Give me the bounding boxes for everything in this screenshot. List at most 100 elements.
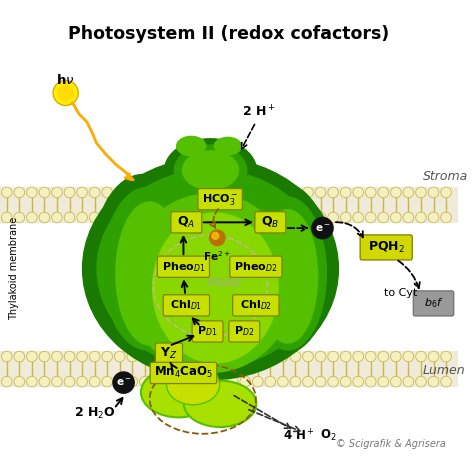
Circle shape bbox=[340, 187, 351, 198]
Circle shape bbox=[240, 351, 251, 362]
Circle shape bbox=[164, 376, 175, 387]
Text: P$_{D2}$: P$_{D2}$ bbox=[234, 325, 255, 338]
Text: to Cyt: to Cyt bbox=[384, 288, 418, 298]
Circle shape bbox=[253, 376, 263, 387]
Text: HCO$_3^-$: HCO$_3^-$ bbox=[202, 192, 238, 206]
Circle shape bbox=[416, 187, 426, 198]
Circle shape bbox=[353, 187, 364, 198]
Ellipse shape bbox=[174, 145, 246, 195]
Circle shape bbox=[139, 351, 150, 362]
FancyBboxPatch shape bbox=[413, 291, 454, 316]
Text: P680: P680 bbox=[206, 277, 242, 290]
Circle shape bbox=[340, 376, 351, 387]
Circle shape bbox=[164, 187, 175, 198]
Circle shape bbox=[27, 351, 37, 362]
Circle shape bbox=[378, 212, 389, 223]
Circle shape bbox=[328, 187, 338, 198]
Circle shape bbox=[1, 376, 12, 387]
Circle shape bbox=[365, 212, 376, 223]
FancyBboxPatch shape bbox=[230, 256, 282, 277]
FancyBboxPatch shape bbox=[229, 321, 260, 342]
Circle shape bbox=[114, 187, 125, 198]
Ellipse shape bbox=[103, 188, 190, 350]
Ellipse shape bbox=[177, 137, 206, 156]
Circle shape bbox=[215, 212, 226, 223]
Circle shape bbox=[340, 212, 351, 223]
Bar bbox=[0, 351, 458, 388]
Circle shape bbox=[278, 187, 288, 198]
Circle shape bbox=[278, 212, 288, 223]
Circle shape bbox=[428, 187, 439, 198]
Circle shape bbox=[265, 212, 276, 223]
Circle shape bbox=[27, 212, 37, 223]
Circle shape bbox=[77, 376, 87, 387]
Circle shape bbox=[315, 376, 326, 387]
Circle shape bbox=[177, 187, 188, 198]
Ellipse shape bbox=[214, 138, 241, 155]
Circle shape bbox=[89, 187, 100, 198]
Circle shape bbox=[290, 351, 301, 362]
Circle shape bbox=[14, 212, 25, 223]
Circle shape bbox=[164, 212, 175, 223]
Circle shape bbox=[202, 351, 213, 362]
Circle shape bbox=[303, 187, 313, 198]
FancyBboxPatch shape bbox=[192, 321, 223, 342]
Text: Mn$_4$CaO$_5$: Mn$_4$CaO$_5$ bbox=[154, 365, 213, 381]
Circle shape bbox=[1, 212, 12, 223]
Circle shape bbox=[265, 187, 276, 198]
Circle shape bbox=[202, 187, 213, 198]
Text: Chl$_{D2}$: Chl$_{D2}$ bbox=[240, 299, 272, 312]
Text: Pheo$_{D1}$: Pheo$_{D1}$ bbox=[162, 260, 205, 274]
FancyBboxPatch shape bbox=[150, 363, 217, 383]
Ellipse shape bbox=[182, 151, 238, 189]
Circle shape bbox=[152, 212, 163, 223]
Circle shape bbox=[27, 376, 37, 387]
Circle shape bbox=[328, 212, 338, 223]
Circle shape bbox=[315, 351, 326, 362]
FancyBboxPatch shape bbox=[155, 343, 182, 364]
Circle shape bbox=[253, 212, 263, 223]
Circle shape bbox=[353, 376, 364, 387]
Text: Y$_Z$: Y$_Z$ bbox=[160, 346, 178, 361]
Circle shape bbox=[127, 351, 137, 362]
Circle shape bbox=[77, 351, 87, 362]
Circle shape bbox=[328, 376, 338, 387]
Text: h$\nu$: h$\nu$ bbox=[56, 74, 75, 88]
Circle shape bbox=[58, 85, 73, 100]
Circle shape bbox=[127, 376, 137, 387]
Circle shape bbox=[312, 218, 333, 239]
Circle shape bbox=[416, 351, 426, 362]
Circle shape bbox=[102, 351, 112, 362]
Circle shape bbox=[290, 376, 301, 387]
Ellipse shape bbox=[166, 364, 219, 405]
Ellipse shape bbox=[239, 184, 331, 353]
Circle shape bbox=[139, 187, 150, 198]
Text: Fe$^{2+}$: Fe$^{2+}$ bbox=[203, 250, 231, 263]
Ellipse shape bbox=[141, 367, 216, 417]
Ellipse shape bbox=[249, 197, 326, 350]
Circle shape bbox=[303, 351, 313, 362]
Text: O$_2$: O$_2$ bbox=[320, 428, 337, 443]
Circle shape bbox=[365, 187, 376, 198]
Ellipse shape bbox=[92, 175, 193, 353]
Text: Chl$_{D1}$: Chl$_{D1}$ bbox=[170, 299, 202, 312]
Circle shape bbox=[441, 376, 451, 387]
Circle shape bbox=[177, 212, 188, 223]
Circle shape bbox=[102, 212, 112, 223]
Circle shape bbox=[177, 351, 188, 362]
Circle shape bbox=[52, 187, 62, 198]
Ellipse shape bbox=[153, 213, 278, 363]
Circle shape bbox=[64, 212, 75, 223]
Circle shape bbox=[240, 187, 251, 198]
Circle shape bbox=[139, 212, 150, 223]
Circle shape bbox=[215, 351, 226, 362]
Circle shape bbox=[102, 376, 112, 387]
Circle shape bbox=[228, 187, 238, 198]
Circle shape bbox=[127, 212, 137, 223]
Circle shape bbox=[39, 351, 50, 362]
Circle shape bbox=[315, 187, 326, 198]
Circle shape bbox=[441, 351, 451, 362]
Circle shape bbox=[152, 376, 163, 387]
Circle shape bbox=[52, 351, 62, 362]
Ellipse shape bbox=[184, 381, 256, 427]
